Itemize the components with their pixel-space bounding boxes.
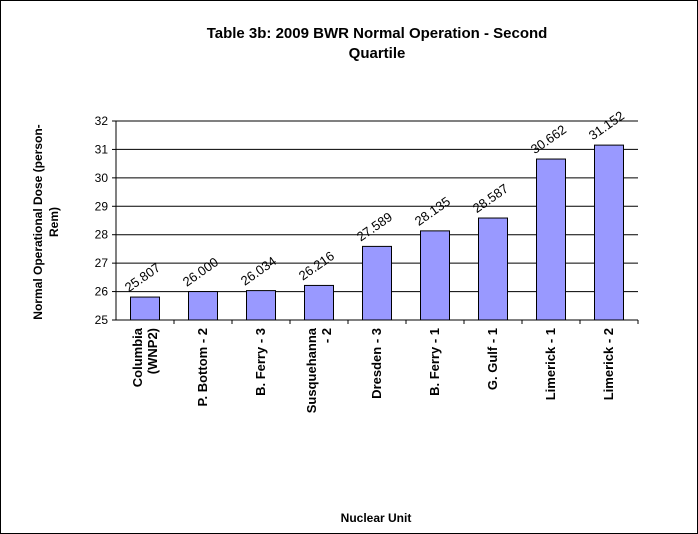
x-tick-label: G. Gulf - 1 bbox=[485, 328, 500, 390]
x-axis-label: Nuclear Unit bbox=[341, 511, 412, 525]
x-tick-label: Limerick - 2 bbox=[601, 328, 616, 400]
y-tick-label: 31 bbox=[95, 142, 109, 156]
y-tick-label: 28 bbox=[95, 228, 109, 242]
bar bbox=[304, 284, 334, 321]
y-axis-label: Normal Operational Dose (person- Rem) bbox=[31, 124, 61, 319]
y-tick-label: 25 bbox=[95, 313, 109, 327]
x-tick-label: P. Bottom - 2 bbox=[195, 328, 210, 407]
y-tick-label: 26 bbox=[95, 285, 109, 299]
bar bbox=[362, 245, 392, 321]
bar bbox=[246, 290, 276, 321]
x-tick-label: Dresden - 3 bbox=[369, 328, 384, 399]
x-tick-label: B. Ferry - 3 bbox=[253, 328, 268, 396]
x-tick-label: B. Ferry - 1 bbox=[427, 328, 442, 396]
y-tick-label: 30 bbox=[95, 171, 109, 185]
bar bbox=[420, 230, 450, 321]
bar bbox=[594, 144, 624, 321]
bar bbox=[130, 296, 160, 321]
bar bbox=[536, 158, 566, 321]
y-tick-label: 32 bbox=[95, 114, 109, 128]
y-tick-label: 27 bbox=[95, 256, 109, 270]
x-tick-label: Columbia(WNP2) bbox=[130, 327, 160, 387]
chart-title: Table 3b: 2009 BWR Normal Operation - Se… bbox=[207, 25, 548, 62]
bar bbox=[188, 291, 218, 321]
x-tick-label: Susquehanna- 2 bbox=[304, 327, 334, 413]
y-tick-label: 29 bbox=[95, 199, 109, 213]
x-tick-label: Limerick - 1 bbox=[543, 328, 558, 400]
bar bbox=[478, 217, 508, 321]
